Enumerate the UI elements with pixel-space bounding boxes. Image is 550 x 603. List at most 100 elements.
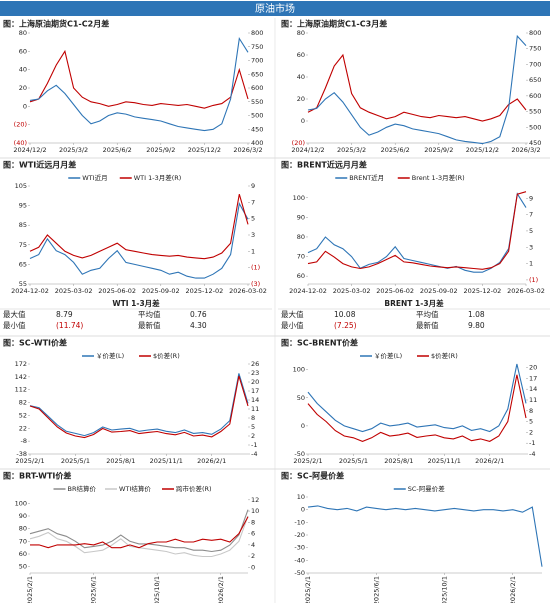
y2-tick-label: 8 (251, 518, 255, 526)
y2-tick-label: -1 (251, 441, 257, 449)
x-tick-label: 2024/12/2 (291, 146, 324, 154)
y2-tick-label: -4 (529, 450, 535, 458)
chart-title: 图：WTI近远月月差 (3, 160, 76, 170)
y-tick-label: -40 (294, 556, 305, 564)
table-cell: 0.76 (190, 310, 207, 319)
x-tick-label: 2025-09-02 (420, 287, 458, 295)
header-bar (0, 1, 550, 16)
y-tick-label: 70 (19, 537, 27, 545)
x-tick-label: 2025/6/2 (381, 146, 410, 154)
series-line (307, 53, 527, 122)
y-tick-label: (20) (14, 121, 27, 129)
table-cell: 最小值 (281, 320, 304, 330)
y-tick-label: -20 (294, 531, 305, 539)
y-tick-label: 22 (19, 424, 27, 432)
series-line (29, 201, 249, 279)
y2-tick-label: 2 (251, 552, 255, 560)
y-tick-label: -30 (294, 544, 305, 552)
y2-tick-label: (1) (251, 264, 260, 272)
y-tick-label: 20 (19, 84, 27, 92)
legend-label: $价差(R) (153, 351, 180, 360)
y2-tick-label: 2 (529, 428, 533, 436)
y-tick-label: 52 (19, 411, 27, 419)
y2-tick-label: 650 (251, 70, 263, 78)
y2-tick-label: 650 (529, 76, 541, 84)
y-tick-label: 60 (19, 550, 27, 558)
y2-tick-label: 450 (529, 139, 541, 147)
x-tick-label: 2025/9/2 (424, 146, 453, 154)
series-line (307, 192, 527, 273)
x-tick-label: 2026-03-02 (507, 287, 545, 295)
x-tick-label: 2025-03-02 (55, 287, 93, 295)
series-line (29, 49, 249, 109)
chart-title: 图：上海原油期货C1-C2月差 (3, 19, 109, 29)
series-line (29, 375, 249, 439)
y2-tick-label: 20 (251, 378, 259, 386)
y2-tick-label: 600 (251, 84, 263, 92)
y-tick-label: 100 (293, 366, 305, 374)
y-tick-label: -38 (16, 450, 27, 458)
y-tick-label: 60 (297, 272, 305, 280)
y2-tick-label: 9 (529, 194, 533, 202)
y2-tick-label: 2 (251, 432, 255, 440)
y2-tick-label: 17 (251, 387, 259, 395)
x-tick-label: 2025/8/1 (384, 457, 413, 465)
table-cell: 4.30 (190, 321, 207, 330)
legend-label: WTI结算价 (119, 484, 151, 493)
table-cell: 平均值 (138, 309, 161, 319)
y-tick-label: 65 (19, 260, 27, 268)
y-tick-label: 80 (297, 29, 305, 37)
x-tick-label: 2025-03-02 (333, 287, 371, 295)
table-cell: (7.25) (334, 321, 357, 330)
x-tick-label: 2026/2/1 (509, 576, 517, 603)
x-tick-label: 2024-12-02 (289, 287, 327, 295)
x-tick-label: 2025/10/1 (153, 576, 161, 603)
y2-tick-label: -4 (251, 450, 257, 458)
legend-label: BR结算价 (68, 484, 97, 493)
y2-tick-label: 800 (251, 29, 263, 37)
table-cell: 最大值 (3, 309, 26, 319)
y2-tick-label: 9 (251, 182, 255, 190)
y-tick-label: 95 (19, 202, 27, 210)
legend-label: SC-阿曼价差 (408, 484, 446, 493)
x-tick-label: 2025/2/1 (15, 457, 44, 465)
y2-tick-label: 20 (529, 364, 537, 372)
y-tick-label: (20) (292, 139, 305, 147)
table-cell: 9.80 (468, 321, 485, 330)
y2-tick-label: 26 (251, 360, 259, 368)
y2-tick-label: 14 (529, 385, 537, 393)
x-tick-label: 2025/6/2 (103, 146, 132, 154)
y2-tick-label: (3) (251, 280, 260, 288)
y2-tick-label: 600 (529, 92, 541, 100)
series-line (29, 194, 249, 260)
x-tick-label: 2026/2/1 (197, 457, 226, 465)
chart-title: 图：SC-BRENT价差 (281, 338, 358, 348)
y-tick-label: 75 (19, 241, 27, 249)
chart-title: 图：BRENT近远月月差 (281, 160, 367, 170)
legend-label: WTI 1-3月差(R) (134, 173, 182, 182)
x-tick-label: 2024/12/2 (13, 146, 46, 154)
y-tick-label: 0 (301, 117, 305, 125)
y-tick-label: 82 (19, 399, 27, 407)
y2-tick-label: 700 (251, 57, 263, 65)
x-tick-label: 2025/3/2 (337, 146, 366, 154)
x-tick-label: 2025/12/2 (188, 146, 221, 154)
x-tick-label: 2025/12/2 (466, 146, 499, 154)
y-tick-label: 50 (19, 563, 27, 571)
x-tick-label: 2025/6/1 (372, 576, 380, 603)
table-cell: 最大值 (281, 309, 304, 319)
x-tick-label: 2026/2/1 (475, 457, 504, 465)
y2-tick-label: 500 (529, 123, 541, 131)
y-tick-label: 70 (297, 253, 305, 261)
x-tick-label: 2025/10/1 (441, 576, 449, 603)
series-line (29, 36, 249, 132)
y2-tick-label: 1 (251, 247, 255, 255)
series-line (307, 34, 527, 145)
series-line (307, 505, 543, 567)
y2-tick-label: 4 (251, 541, 255, 549)
y-tick-label: -10 (294, 518, 305, 526)
table-title: WTI 1-3月差 (112, 298, 160, 308)
x-tick-label: 2025/8/1 (106, 457, 135, 465)
y2-tick-label: 8 (251, 414, 255, 422)
